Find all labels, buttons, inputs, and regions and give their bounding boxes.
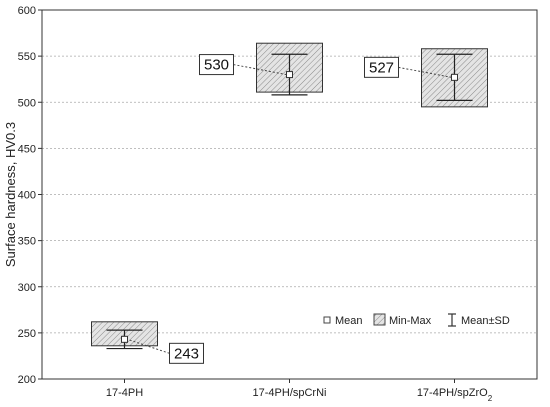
box-group bbox=[256, 42, 323, 96]
callout-leader bbox=[233, 64, 287, 76]
callout-box bbox=[199, 54, 234, 76]
box-group bbox=[91, 321, 158, 350]
y-axis-ticks: 200 250 300 350 400 450 500 550 600 bbox=[18, 5, 42, 386]
y-tick-label: 200 bbox=[18, 374, 36, 386]
x-tick-label: 17-4PH/spZrO2 bbox=[417, 387, 493, 403]
legend-sd-label: Mean±SD bbox=[461, 315, 510, 327]
x-tick-label-text: 17-4PH/spZrO bbox=[417, 387, 488, 399]
callout-value: 530 bbox=[204, 57, 229, 74]
callout-box bbox=[169, 342, 204, 364]
x-tick-label: 17-4PH/spCrNi bbox=[253, 387, 327, 399]
y-tick-label: 600 bbox=[18, 5, 36, 17]
y-tick-label: 400 bbox=[18, 190, 36, 202]
y-tick-label: 550 bbox=[18, 51, 36, 63]
x-tick-label-text: 17-4PH/spCrNi bbox=[253, 387, 327, 399]
mean-marker bbox=[451, 73, 458, 81]
box-group bbox=[421, 48, 488, 108]
boxes bbox=[91, 42, 488, 350]
x-tick-label: 17-4PH bbox=[106, 387, 143, 399]
mean-marker bbox=[121, 335, 128, 343]
x-tick-label-text: 17-4PH bbox=[106, 387, 143, 399]
mean-callout: 530 bbox=[199, 54, 287, 76]
legend-sd-whisker-icon bbox=[448, 313, 456, 327]
legend: Mean Min-Max Mean±SD bbox=[323, 313, 510, 327]
mean-callout: 527 bbox=[364, 56, 452, 78]
callout-leader bbox=[127, 338, 170, 354]
y-tick-label: 300 bbox=[18, 282, 36, 294]
callout-value: 243 bbox=[174, 345, 199, 362]
callout-value: 527 bbox=[369, 59, 394, 76]
callout-box bbox=[364, 56, 399, 78]
x-tick-label-subscript: 2 bbox=[488, 394, 493, 403]
mean-callout: 243 bbox=[127, 338, 204, 364]
legend-mean-marker bbox=[323, 316, 331, 324]
y-tick-label: 450 bbox=[18, 143, 36, 155]
legend-minmax-label: Min-Max bbox=[389, 315, 432, 327]
mean-marker bbox=[286, 71, 293, 79]
y-axis-title: Surface hardness, HV0.3 bbox=[3, 122, 18, 267]
y-tick-label: 250 bbox=[18, 328, 36, 340]
y-tick-label: 350 bbox=[18, 236, 36, 248]
callout-leader bbox=[398, 66, 452, 78]
y-tick-label: 500 bbox=[18, 97, 36, 109]
mean-callouts: 243 530 527 bbox=[127, 54, 452, 364]
x-axis-ticks: 17-4PH 17-4PH/spCrNi 17-4PH/spZrO2 bbox=[106, 379, 493, 403]
legend-mean-label: Mean bbox=[335, 315, 363, 327]
legend-minmax-swatch bbox=[373, 313, 386, 326]
